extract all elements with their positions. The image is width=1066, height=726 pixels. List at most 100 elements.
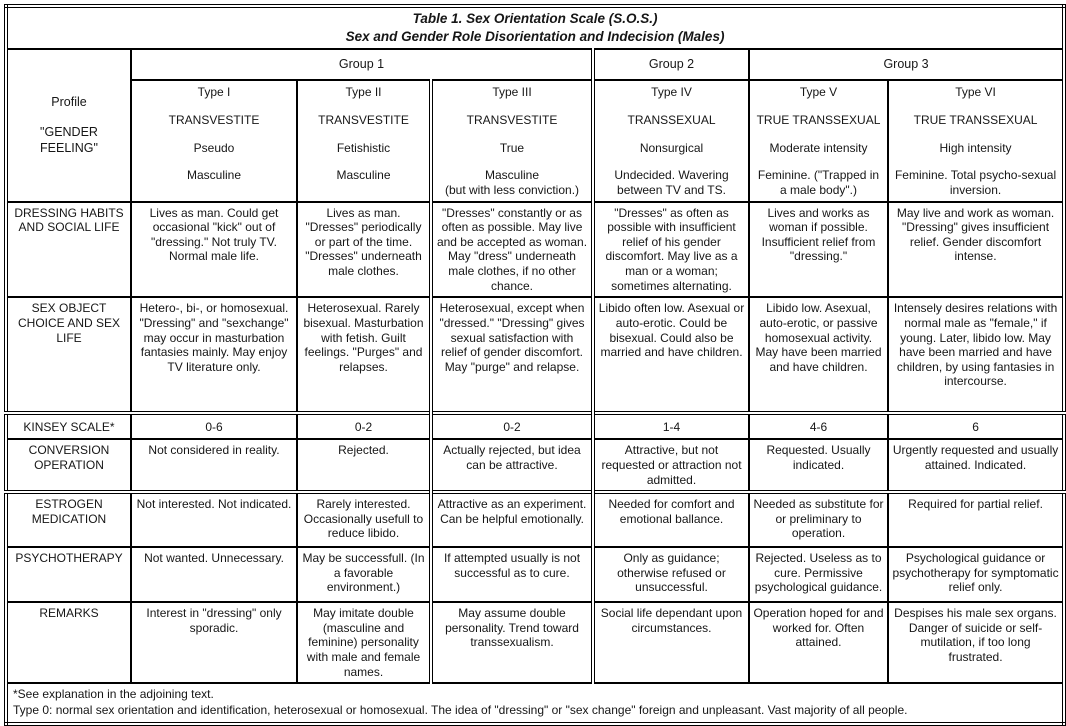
row-label: CONVERSION OPERATION (5, 438, 132, 494)
cell: Libido low. Asexual, auto-erotic, or pas… (748, 296, 889, 415)
type-subtype: Moderate intensity (769, 140, 868, 155)
cell: Actually rejected, but idea can be attra… (429, 438, 594, 494)
profile-cell-type2: Type II TRANSVESTITE Fetishistic Masculi… (296, 79, 432, 203)
cell: Not wanted. Unnecessary. (130, 546, 298, 604)
profile-label-line2: "GENDER FEELING" (40, 125, 98, 155)
type-feeling: Feminine. ("Trapped in a male body".) (757, 168, 880, 197)
type-header: Type V (799, 85, 838, 100)
cell: 0-6 (130, 411, 298, 441)
type-subtype: Pseudo (193, 140, 235, 155)
cell: Only as guidance; otherwise refused or u… (591, 546, 750, 604)
group-2-header: Group 2 (591, 48, 750, 82)
type-feeling: Masculine (186, 168, 242, 183)
profile-row-label: Profile "GENDER FEELING" (5, 48, 132, 203)
cell: 6 (886, 411, 1066, 441)
cell: Not considered in reality. (130, 438, 298, 494)
cell: Despises his male sex organs. Danger of … (886, 601, 1066, 685)
cell: Intensely desires relations with normal … (886, 296, 1066, 415)
cell: Libido often low. Asexual or auto-erotic… (591, 296, 750, 415)
profile-cell-type4: Type IV TRANSSEXUAL Nonsurgical Undecide… (591, 79, 750, 203)
footnote-asterisk: *See explanation in the adjoining text. (13, 687, 214, 702)
row-estrogen-medication: ESTROGEN MEDICATION Not interested. Not … (5, 490, 1066, 549)
type-header: Type VI (955, 85, 996, 100)
cell: May be successfull. (In a favorable envi… (296, 546, 432, 604)
group-1-header: Group 1 (130, 48, 594, 82)
cell: Heterosexual, except when "dressed." "Dr… (429, 296, 594, 415)
row-remarks: REMARKS Interest in "dressing" only spor… (5, 601, 1066, 685)
type-feeling: Masculine (336, 168, 391, 183)
footnote-row: *See explanation in the adjoining text. … (4, 682, 1066, 725)
type-header: Type III (492, 85, 532, 100)
row-label: KINSEY SCALE* (5, 411, 132, 441)
cell: Rejected. Useless as to cure. Permissive… (748, 546, 889, 604)
type-name: TRUE TRANSSEXUAL (756, 113, 881, 128)
row-label: SEX OBJECT CHOICE AND SEX LIFE (5, 296, 132, 415)
type-subtype: Fetishistic (336, 140, 391, 155)
cell: May live and work as woman. "Dressing" g… (886, 200, 1066, 299)
type-header: Type IV (651, 85, 692, 100)
cell: Rejected. (296, 438, 432, 494)
cell: Attractive as an experiment. Can be help… (429, 490, 594, 549)
group-3-header: Group 3 (747, 48, 1066, 82)
cell: If attempted usually is not successful a… (429, 546, 594, 604)
row-conversion-operation: CONVERSION OPERATION Not considered in r… (5, 438, 1066, 494)
profile-row: Type I TRANSVESTITE Pseudo Masculine Typ… (6, 79, 1066, 203)
type-name: TRANSSEXUAL (627, 113, 716, 128)
type-subtype: Nonsurgical (639, 140, 704, 155)
row-sex-object-choice: SEX OBJECT CHOICE AND SEX LIFE Hetero-, … (5, 296, 1066, 415)
cell: Operation hoped for and worked for. Ofte… (748, 601, 889, 685)
type-feeling: Masculine (but with less conviction.) (444, 168, 580, 197)
cell: Urgently requested and usually attained.… (886, 438, 1066, 494)
cell: Requested. Usually indicated. (748, 438, 889, 494)
type-feeling: Undecided. Wavering between TV and TS. (614, 168, 729, 197)
footnote-cell: *See explanation in the adjoining text. … (4, 682, 1066, 725)
type-header: Type II (345, 85, 382, 100)
cell: Psychological guidance or psychotherapy … (886, 546, 1066, 604)
table-title-cell: Table 1. Sex Orientation Scale (S.O.S.) … (4, 4, 1066, 51)
cell: 4-6 (748, 411, 889, 441)
sex-orientation-scale-table: Table 1. Sex Orientation Scale (S.O.S.) … (4, 4, 1066, 726)
cell: Attractive, but not requested or attract… (591, 438, 750, 494)
row-label: PSYCHOTHERAPY (5, 546, 132, 604)
type-name: TRANSVESTITE (318, 113, 409, 128)
cell: Needed as substitute for or preliminary … (748, 490, 889, 549)
cell: Lives as man. Could get occasional "kick… (130, 200, 298, 299)
cell: May imitate double (masculine and femini… (296, 601, 432, 685)
profile-cell-type6: Type VI TRUE TRANSSEXUAL High intensity … (886, 79, 1066, 203)
row-label: REMARKS (5, 601, 132, 685)
profile-cell-type3: Type III TRANSVESTITE True Masculine (bu… (429, 79, 594, 203)
cell: Rarely interested. Occasionally usefull … (296, 490, 432, 549)
type-header: Type I (197, 85, 231, 100)
cell: 0-2 (296, 411, 432, 441)
cell: 0-2 (429, 411, 594, 441)
table-title-line2: Sex and Gender Role Disorientation and I… (345, 29, 725, 45)
row-dressing-habits: DRESSING HABITS AND SOCIAL LIFE Lives as… (5, 200, 1066, 299)
type-feeling: Feminine. Total psycho-sexual inversion. (894, 168, 1057, 197)
row-label: ESTROGEN MEDICATION (5, 490, 132, 549)
cell: Hetero-, bi-, or homosexual. "Dressing" … (130, 296, 298, 415)
cell: "Dresses" as often as possible with insu… (591, 200, 750, 299)
cell: Not interested. Not indicated. (130, 490, 298, 549)
type-subtype: High intensity (939, 140, 1012, 155)
cell: 1-4 (591, 411, 750, 441)
cell: Social life dependant upon circumstances… (591, 601, 750, 685)
profile-cell-type5: Type V TRUE TRANSSEXUAL Moderate intensi… (748, 79, 889, 203)
cell: Heterosexual. Rarely bisexual. Masturbat… (296, 296, 432, 415)
table-title-line1: Table 1. Sex Orientation Scale (S.O.S.) (412, 11, 658, 26)
table-title-row: Table 1. Sex Orientation Scale (S.O.S.) … (4, 4, 1066, 51)
cell: May assume double personality. Trend tow… (429, 601, 594, 685)
type-name: TRUE TRANSSEXUAL (913, 113, 1038, 128)
row-kinsey-scale: KINSEY SCALE* 0-6 0-2 0-2 1-4 4-6 6 (5, 411, 1066, 441)
type-subtype: True (499, 140, 525, 155)
type-name: TRANSVESTITE (466, 113, 558, 128)
row-psychotherapy: PSYCHOTHERAPY Not wanted. Unnecessary. M… (5, 546, 1066, 604)
cell: Lives as man. "Dresses" periodically or … (296, 200, 432, 299)
row-label: DRESSING HABITS AND SOCIAL LIFE (5, 200, 132, 299)
cell: Needed for comfort and emotional ballanc… (591, 490, 750, 549)
cell: Required for partial relief. (886, 490, 1066, 549)
cell: "Dresses" constantly or as often as poss… (429, 200, 594, 299)
cell: Lives and works as woman if possible. In… (748, 200, 889, 299)
footnote-type0: Type 0: normal sex orientation and ident… (13, 702, 908, 717)
profile-cell-type1: Type I TRANSVESTITE Pseudo Masculine (130, 79, 298, 203)
